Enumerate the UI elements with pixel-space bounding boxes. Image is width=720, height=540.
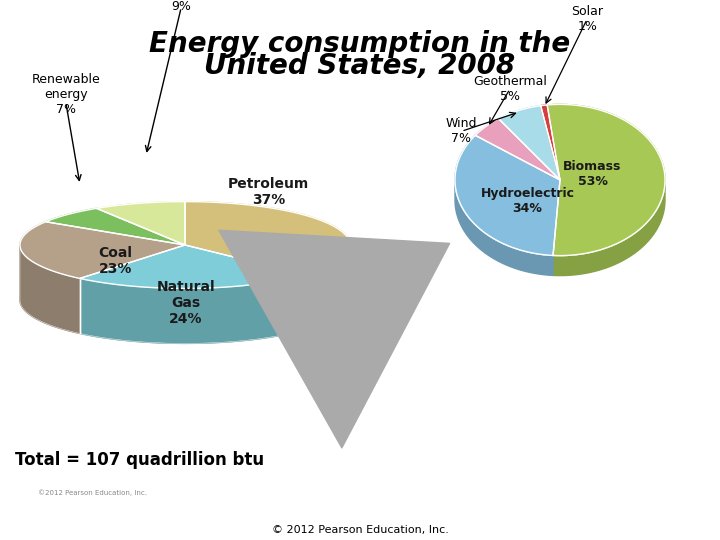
Text: Petroleum
37%: Petroleum 37%: [228, 177, 309, 207]
Polygon shape: [80, 245, 305, 288]
Text: Hydroelectric
34%: Hydroelectric 34%: [480, 187, 575, 215]
Polygon shape: [185, 201, 350, 275]
Polygon shape: [20, 256, 350, 343]
Text: Biomass
53%: Biomass 53%: [563, 160, 621, 188]
Text: Natural
Gas
24%: Natural Gas 24%: [157, 280, 215, 326]
Text: Nuclear power
9%: Nuclear power 9%: [136, 0, 227, 13]
Polygon shape: [305, 246, 350, 330]
Polygon shape: [20, 222, 185, 279]
Polygon shape: [475, 119, 560, 180]
Text: Wind
7%: Wind 7%: [446, 117, 477, 145]
Text: Coal
23%: Coal 23%: [98, 246, 132, 276]
Polygon shape: [547, 104, 665, 255]
Polygon shape: [541, 105, 560, 180]
Polygon shape: [96, 201, 185, 245]
Text: Energy consumption in the: Energy consumption in the: [149, 30, 571, 58]
Text: Total = 107 quadrillion btu: Total = 107 quadrillion btu: [15, 451, 264, 469]
Polygon shape: [547, 104, 665, 255]
Polygon shape: [455, 181, 553, 275]
Polygon shape: [455, 136, 560, 255]
Text: Geothermal
5%: Geothermal 5%: [473, 75, 547, 103]
Text: © 2012 Pearson Education, Inc.: © 2012 Pearson Education, Inc.: [271, 525, 449, 535]
Polygon shape: [553, 180, 665, 275]
Polygon shape: [455, 136, 560, 255]
Polygon shape: [498, 106, 560, 180]
Text: United States, 2008: United States, 2008: [204, 52, 516, 80]
Text: Renewable
energy
7%: Renewable energy 7%: [32, 73, 100, 116]
Polygon shape: [80, 275, 305, 343]
Polygon shape: [475, 119, 560, 180]
Polygon shape: [20, 245, 80, 333]
Text: ©2012 Pearson Education, Inc.: ©2012 Pearson Education, Inc.: [38, 490, 147, 496]
Text: Solar
1%: Solar 1%: [571, 5, 603, 33]
Polygon shape: [45, 208, 185, 245]
Polygon shape: [498, 106, 560, 180]
Polygon shape: [541, 105, 560, 180]
